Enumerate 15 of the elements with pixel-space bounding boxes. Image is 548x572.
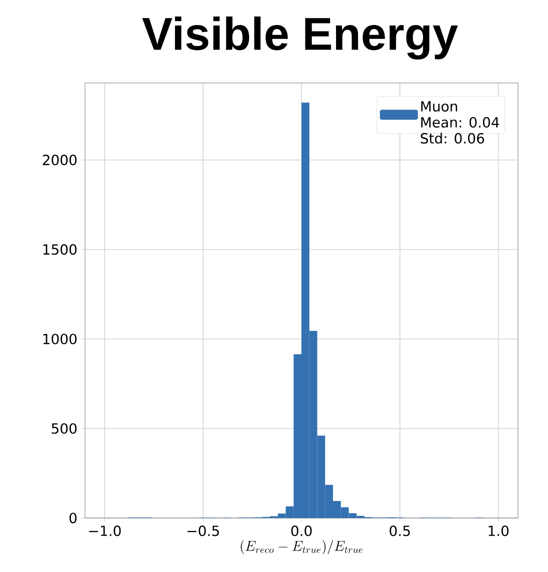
x-axis-title: $(E_{reco} - E_{true})/E_{true}$ xyxy=(240,540,363,554)
y-tick-label: 0 xyxy=(69,512,77,524)
annotation: Std: 0.06 xyxy=(420,132,484,144)
annotation: Mean: 0.04 xyxy=(421,117,500,128)
y-tick-label: 500 xyxy=(52,423,77,434)
x-tick-label: 1.0 xyxy=(488,526,509,536)
x-tick-label: −0.5 xyxy=(188,526,219,536)
y-tick-label: 1500 xyxy=(43,244,77,255)
y-tick-label: 1000 xyxy=(43,334,77,344)
y-tick-label: 2000 xyxy=(42,154,77,166)
x-tick-label: 0.0 xyxy=(291,526,312,536)
legend-label: Muon xyxy=(421,101,458,112)
x-tick-label: −1.0 xyxy=(89,526,121,536)
chart-title: Visible Energy xyxy=(142,16,458,60)
x-tick-label: 0.5 xyxy=(390,526,410,536)
